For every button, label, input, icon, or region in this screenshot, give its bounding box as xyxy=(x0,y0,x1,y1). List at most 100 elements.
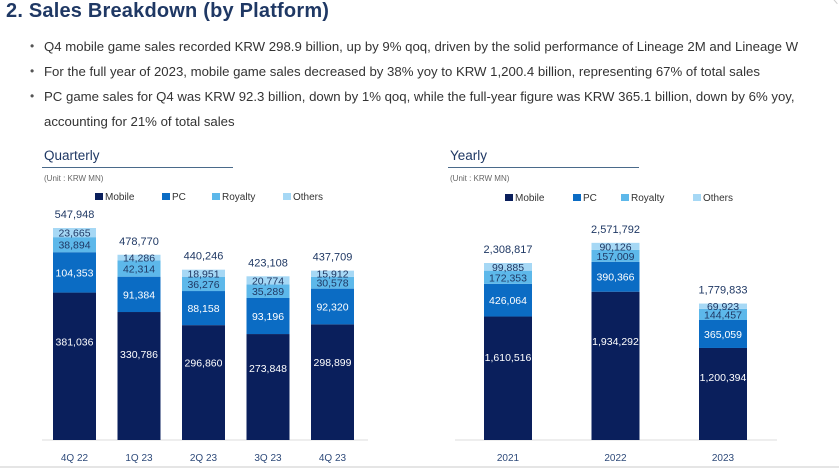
quarterly-title-underline xyxy=(42,167,233,168)
bullet-item: PC game sales for Q4 was KRW 92.3 billio… xyxy=(28,84,828,134)
data-label-royalty: 36,276 xyxy=(187,279,219,291)
data-label-mobile: 330,786 xyxy=(120,349,158,361)
x-tick-label: 2022 xyxy=(604,453,627,464)
legend-swatch-pc xyxy=(162,193,170,200)
legend-item-mobile: Mobile xyxy=(95,192,134,203)
data-label-royalty: 144,457 xyxy=(704,309,742,321)
bar-segment-others xyxy=(117,254,161,261)
bar-segment-royalty xyxy=(311,276,354,289)
total-label: 2,571,792 xyxy=(591,224,640,236)
data-label-pc: 365,059 xyxy=(704,329,742,341)
data-label-others: 14,286 xyxy=(123,253,155,265)
quarterly-unit-label: (Unit : KRW MN) xyxy=(44,174,104,183)
yearly-title-underline xyxy=(448,167,639,168)
data-label-pc: 426,064 xyxy=(489,295,527,307)
legend-label: Mobile xyxy=(105,192,135,203)
bar-segment-mobile xyxy=(182,325,225,440)
bar-segment-royalty xyxy=(699,308,747,320)
legend-item-pc: PC xyxy=(162,192,186,203)
bar-segment-pc xyxy=(591,261,640,292)
bar-segment-mobile xyxy=(699,347,747,440)
bar-segment-others xyxy=(53,228,96,238)
legend-label: PC xyxy=(172,192,186,203)
bar-segment-pc xyxy=(484,283,532,317)
bar-segment-mobile xyxy=(591,291,640,440)
data-label-others: 18,951 xyxy=(187,268,219,280)
legend-item-mobile: Mobile xyxy=(505,193,544,204)
bar-segment-mobile xyxy=(484,316,532,440)
data-label-mobile: 1,200,394 xyxy=(700,372,747,384)
data-label-pc: 92,320 xyxy=(316,301,348,313)
total-label: 440,246 xyxy=(184,251,224,263)
bar-segment-others xyxy=(484,262,532,271)
data-label-others: 90,126 xyxy=(599,241,631,253)
x-tick-label: 1Q 23 xyxy=(125,453,153,464)
data-label-mobile: 298,899 xyxy=(314,357,352,369)
x-tick-label: 2Q 23 xyxy=(190,453,218,464)
quarterly-panel-title: Quarterly xyxy=(44,148,100,163)
legend-item-royalty: Royalty xyxy=(212,192,255,203)
data-label-mobile: 1,934,292 xyxy=(592,336,639,348)
data-label-pc: 390,366 xyxy=(597,272,635,284)
bar-segment-pc xyxy=(117,276,161,313)
bar-segment-mobile xyxy=(311,324,354,440)
bar-segment-mobile xyxy=(246,334,290,440)
legend-label: Mobile xyxy=(515,193,545,204)
data-label-others: 15,912 xyxy=(316,269,348,281)
data-label-others: 20,774 xyxy=(252,275,284,287)
bar-segment-royalty xyxy=(246,284,290,298)
x-tick-label: 3Q 23 xyxy=(254,453,282,464)
data-label-royalty: 42,314 xyxy=(123,263,155,275)
bar-segment-pc xyxy=(182,291,225,326)
yearly-panel-title: Yearly xyxy=(450,148,488,163)
legend-label: Royalty xyxy=(222,192,256,203)
legend-label: PC xyxy=(583,193,597,204)
data-label-pc: 93,196 xyxy=(252,311,284,323)
bar-segment-royalty xyxy=(53,237,96,253)
x-tick-label: 4Q 23 xyxy=(319,453,347,464)
legend-swatch-mobile xyxy=(95,193,103,200)
data-label-royalty: 172,353 xyxy=(489,272,527,284)
bar-segment-others xyxy=(182,269,225,278)
data-label-royalty: 35,289 xyxy=(252,286,284,298)
data-label-royalty: 157,009 xyxy=(597,251,635,263)
data-label-mobile: 381,036 xyxy=(56,337,94,349)
bar-segment-others xyxy=(591,242,640,250)
total-label: 1,779,833 xyxy=(699,285,748,297)
legend-swatch-others xyxy=(693,194,701,201)
yearly-unit-label: (Unit : KRW MN) xyxy=(450,174,510,183)
page-title: 2. Sales Breakdown (by Platform) xyxy=(6,0,330,22)
total-label: 423,108 xyxy=(248,257,288,269)
data-label-mobile: 1,610,516 xyxy=(485,352,532,364)
data-label-pc: 104,353 xyxy=(56,267,94,279)
data-label-royalty: 30,578 xyxy=(316,278,348,290)
data-label-others: 69,923 xyxy=(707,301,739,313)
data-label-mobile: 296,860 xyxy=(185,357,223,369)
total-label: 547,948 xyxy=(55,209,95,221)
bar-segment-royalty xyxy=(182,277,225,292)
data-label-pc: 88,158 xyxy=(187,303,219,315)
bullet-item: Q4 mobile game sales recorded KRW 298.9 … xyxy=(28,34,828,59)
bar-segment-mobile xyxy=(117,312,161,440)
legend-item-others: Others xyxy=(693,193,733,204)
bar-segment-others xyxy=(311,270,354,277)
data-label-royalty: 38,894 xyxy=(58,240,90,252)
legend-swatch-royalty xyxy=(212,193,220,200)
legend-item-royalty: Royalty xyxy=(621,193,664,204)
legend-label: Royalty xyxy=(631,193,665,204)
bar-segment-pc xyxy=(246,297,290,335)
bar-segment-pc xyxy=(311,288,354,325)
bar-segment-others xyxy=(699,303,747,309)
bar-segment-royalty xyxy=(117,260,161,277)
legend-swatch-royalty xyxy=(621,194,629,201)
bullet-item: For the full year of 2023, mobile game s… xyxy=(28,59,828,84)
legend-label: Others xyxy=(293,192,324,203)
bullet-list: Q4 mobile game sales recorded KRW 298.9 … xyxy=(28,34,828,134)
x-tick-label: 4Q 22 xyxy=(61,453,89,464)
bar-segment-pc xyxy=(699,319,747,348)
data-label-pc: 91,384 xyxy=(123,289,155,301)
bar-segment-royalty xyxy=(484,270,532,284)
legend-label: Others xyxy=(703,193,734,204)
